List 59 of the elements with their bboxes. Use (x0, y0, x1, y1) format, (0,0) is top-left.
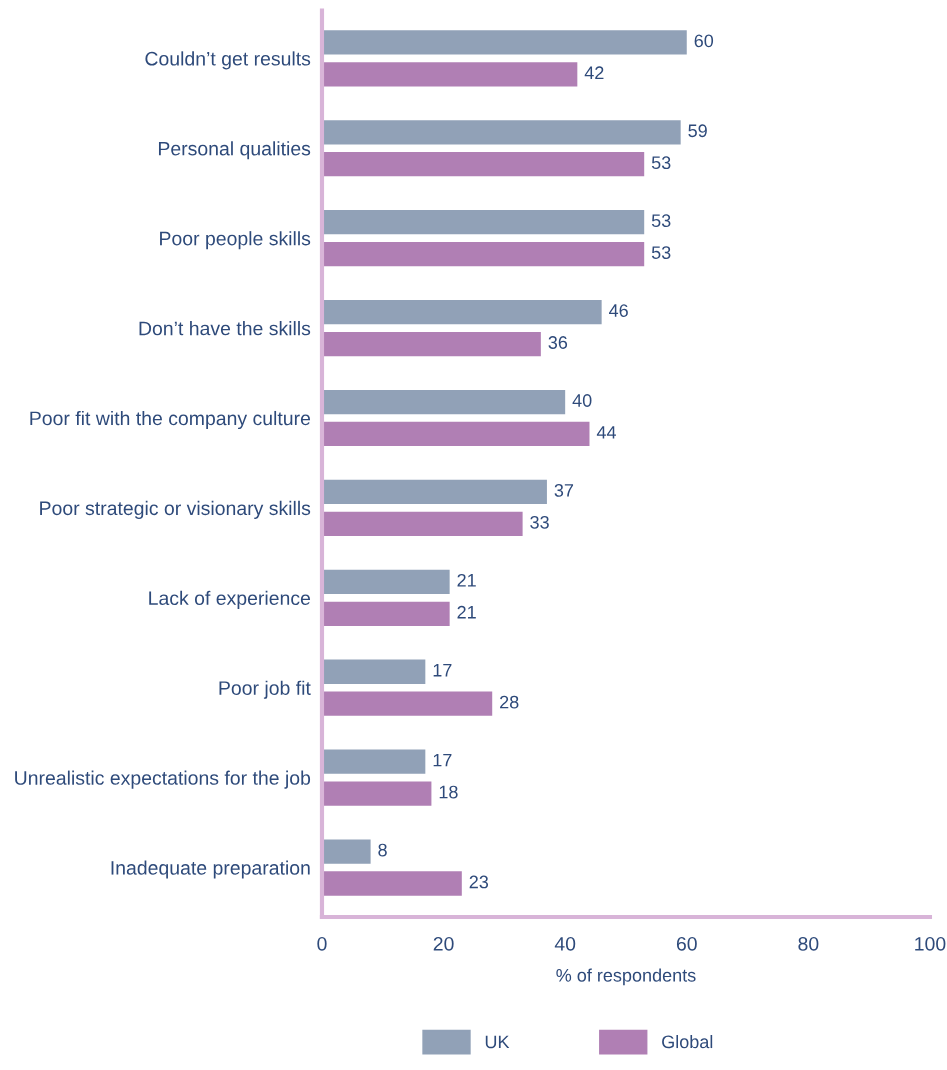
bar (321, 569, 450, 594)
x-tick-label: 60 (676, 936, 697, 951)
bar (321, 331, 541, 357)
bar (321, 299, 602, 325)
y-tick-label: Poor strategic or visionary skills (40, 500, 311, 519)
data-label: 23 (469, 875, 489, 889)
bar (321, 511, 523, 536)
data-label: 8 (378, 843, 387, 857)
bar (321, 781, 432, 806)
bar (321, 659, 426, 684)
y-tick-label: Couldn’t get results (145, 51, 311, 70)
y-tick-label: Poor people skills (160, 231, 311, 250)
data-label: 37 (554, 484, 574, 497)
x-axis-title: % of respondents (556, 968, 696, 986)
bar (321, 30, 687, 55)
data-label: 44 (596, 426, 616, 439)
data-label: 18 (439, 785, 458, 799)
legend-label: Global (662, 1034, 713, 1049)
bar (321, 871, 462, 896)
legend-label: UK (485, 1035, 510, 1049)
data-label: 53 (651, 246, 671, 259)
data-label: 17 (433, 664, 452, 677)
data-label: 46 (609, 304, 628, 317)
data-label: 53 (651, 214, 671, 228)
bar (321, 749, 426, 774)
data-label: 59 (688, 124, 707, 138)
x-tick-label: 100 (915, 936, 946, 951)
bar (321, 389, 566, 415)
data-label: 28 (500, 695, 519, 709)
x-tick-label: 20 (433, 936, 454, 951)
data-label: 40 (572, 394, 592, 407)
bar (321, 210, 645, 235)
y-tick-label: Lack of experience (149, 590, 311, 609)
x-tick-label: 0 (317, 936, 327, 951)
y-tick-label: Inadequate preparation (111, 860, 310, 879)
bar (321, 601, 450, 626)
data-label: 60 (694, 34, 714, 48)
x-tick-label: 80 (798, 936, 819, 951)
bar (321, 479, 547, 505)
bar (321, 691, 493, 716)
data-label: 53 (651, 156, 671, 170)
bar (321, 241, 645, 267)
y-tick-label: Poor fit with the company culture (30, 410, 311, 430)
data-label: 21 (457, 573, 476, 587)
x-tick-label: 40 (554, 936, 576, 951)
bar (321, 839, 371, 864)
data-label: 36 (548, 336, 568, 349)
y-tick-label: Poor job fit (219, 680, 311, 699)
y-tick-label: Personal qualities (158, 141, 311, 160)
bar (321, 120, 681, 145)
y-tick-label: Don’t have the skills (139, 321, 311, 336)
data-label: 42 (584, 66, 604, 79)
bar (321, 421, 590, 447)
y-tick-label: Unrealistic expectations for the job (15, 770, 311, 789)
data-label: 33 (530, 515, 549, 529)
bar (321, 62, 578, 87)
data-label: 21 (457, 605, 476, 619)
data-label: 17 (433, 753, 452, 767)
bar (321, 152, 645, 177)
